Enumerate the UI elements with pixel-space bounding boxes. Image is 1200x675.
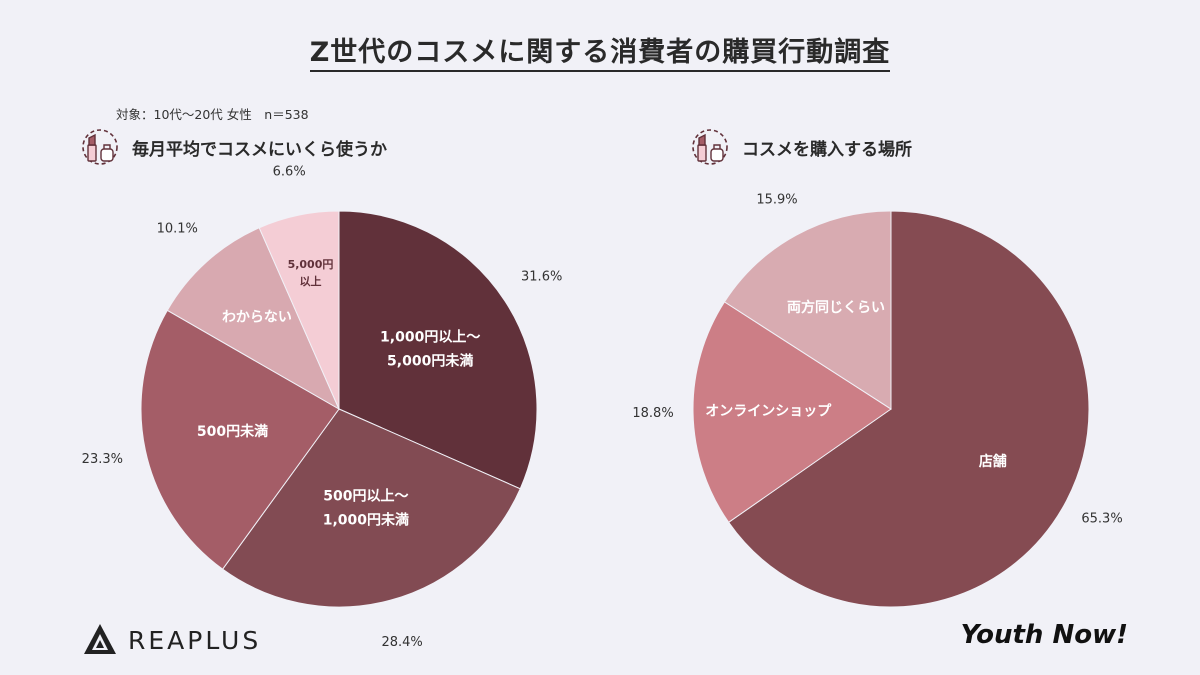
slice-value-label: 18.8% bbox=[632, 406, 673, 421]
pie-slice bbox=[727, 210, 1090, 608]
section-heading-place: コスメを購入する場所 bbox=[690, 127, 912, 167]
slice-label: オンラインショップ bbox=[705, 403, 832, 419]
reaplus-brand-text: REAPLUS bbox=[128, 625, 262, 655]
pie-slice bbox=[166, 227, 341, 411]
page-title-text: Z世代のコスメに関する消費者の購買行動調査 bbox=[309, 37, 891, 72]
slice-label: 500円以上〜 1,000円未満 bbox=[323, 488, 409, 528]
youth-now-brand: Youth Now! bbox=[960, 620, 1128, 650]
slice-value-label: 15.9% bbox=[756, 193, 797, 208]
slice-value-label: 31.6% bbox=[521, 269, 562, 284]
slice-label: 5,000円以上 bbox=[288, 258, 334, 288]
slice-value-label: 6.6% bbox=[273, 165, 306, 180]
survey-subtitle: 対象：10代〜20代 女性 n＝538 bbox=[116, 107, 309, 122]
pie-slice bbox=[692, 301, 892, 524]
slice-label: 店舗 bbox=[979, 453, 1007, 470]
page-title: Z世代のコスメに関する消費者の購買行動調査 bbox=[0, 30, 1200, 72]
pie-slice bbox=[221, 408, 521, 608]
pie-slice bbox=[338, 210, 538, 490]
slice-value-label: 10.1% bbox=[157, 221, 198, 236]
pie-chart-2: 店舗 65.3% オンラインショップ 18.8% 両方同じくらい 15.9% bbox=[632, 193, 1123, 608]
slice-label: 500円未満 bbox=[197, 423, 268, 440]
pie-slice bbox=[258, 210, 340, 410]
slice-value-label: 23.3% bbox=[82, 452, 123, 467]
reaplus-brand: REAPLUS bbox=[82, 622, 261, 658]
pie-slice bbox=[723, 210, 892, 410]
lipstick-cosmetics-icon bbox=[692, 129, 728, 165]
lipstick-cosmetics-icon bbox=[82, 129, 118, 165]
slice-label: 1,000円以上〜 5,000円未満 bbox=[380, 329, 480, 369]
slice-value-label: 28.4% bbox=[381, 635, 422, 650]
reaplus-logo-icon bbox=[84, 624, 116, 654]
section-heading-text: 毎月平均でコスメにいくら使うか bbox=[132, 139, 387, 160]
slice-value-label: 65.3% bbox=[1081, 512, 1122, 527]
pie-chart-1: 1,000円以上〜 5,000円未満 31.6% 500円以上〜 1,000円未満 28.… bbox=[82, 165, 563, 650]
section-heading-text: コスメを購入する場所 bbox=[742, 139, 912, 160]
section-heading-spending: 毎月平均でコスメにいくら使うか bbox=[80, 127, 387, 167]
slice-label: 両方同じくらい bbox=[787, 299, 885, 316]
slice-label: わからない bbox=[222, 310, 292, 326]
pie-slice bbox=[140, 309, 340, 570]
